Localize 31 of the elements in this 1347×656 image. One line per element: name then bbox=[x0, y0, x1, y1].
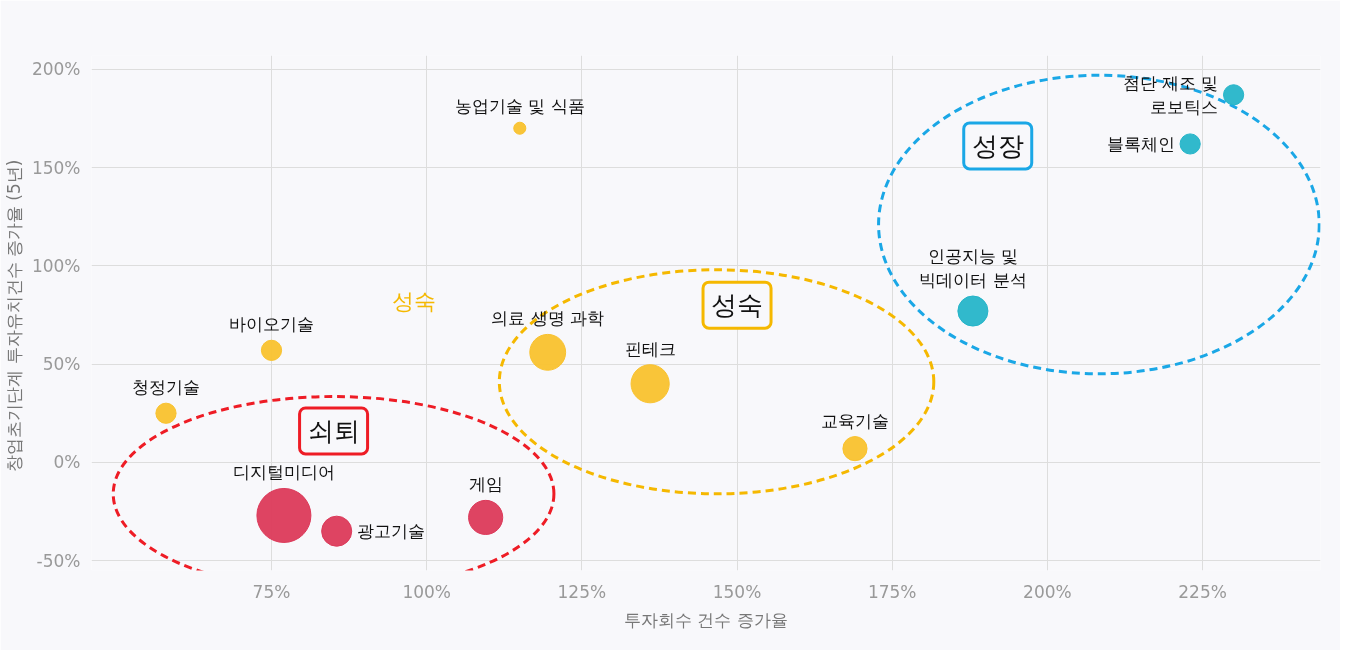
series-label: 청정기술 bbox=[131, 377, 200, 398]
series-label: 핀테크 bbox=[624, 338, 676, 359]
y-tick-label: 100% bbox=[31, 255, 81, 276]
x-tick-label: 125% bbox=[557, 581, 607, 602]
series-label: 첨단 제조 및 로보틱스 bbox=[1122, 72, 1219, 117]
series-label: 교육기술 bbox=[820, 410, 889, 431]
y-tick-label: -50% bbox=[36, 550, 81, 571]
y-tick-label: 200% bbox=[31, 59, 81, 80]
x-tick-label: 150% bbox=[712, 581, 762, 602]
series-label: 의료 생명 과학 bbox=[491, 308, 605, 329]
y-tick-label: 0% bbox=[53, 452, 81, 473]
series-label: 인공지능 및 빅데이터 분석 bbox=[919, 246, 1027, 290]
series-label: 농업기술 및 식품 bbox=[454, 96, 585, 117]
series-label: 바이오기술 bbox=[229, 314, 315, 335]
x-tick-label: 200% bbox=[1023, 581, 1072, 602]
y-tick-label: 50% bbox=[42, 354, 81, 375]
x-tick-label: 225% bbox=[1178, 581, 1227, 602]
x-tick-label: 75% bbox=[252, 581, 291, 602]
annotation: 쇠퇴 bbox=[307, 415, 360, 446]
annotation: 성장 bbox=[971, 130, 1024, 161]
series-label: 게임 bbox=[468, 474, 503, 495]
series-label: 광고기술 bbox=[356, 521, 425, 542]
annotation: 성숙 bbox=[392, 288, 437, 314]
series-label: 블록체인 bbox=[1107, 133, 1176, 154]
y-tick-label: 150% bbox=[31, 157, 81, 178]
x-tick-label: 175% bbox=[867, 581, 917, 602]
series-label: 디지털미디어 bbox=[232, 462, 335, 483]
x-axis-title: 투자회수 건수 증가율 bbox=[624, 609, 788, 630]
x-tick-label: 100% bbox=[402, 581, 451, 602]
y-axis-title: 창업초기단계 투자유치건수 증가율 (5년) bbox=[3, 159, 24, 472]
annotation: 성숙 bbox=[711, 290, 764, 321]
